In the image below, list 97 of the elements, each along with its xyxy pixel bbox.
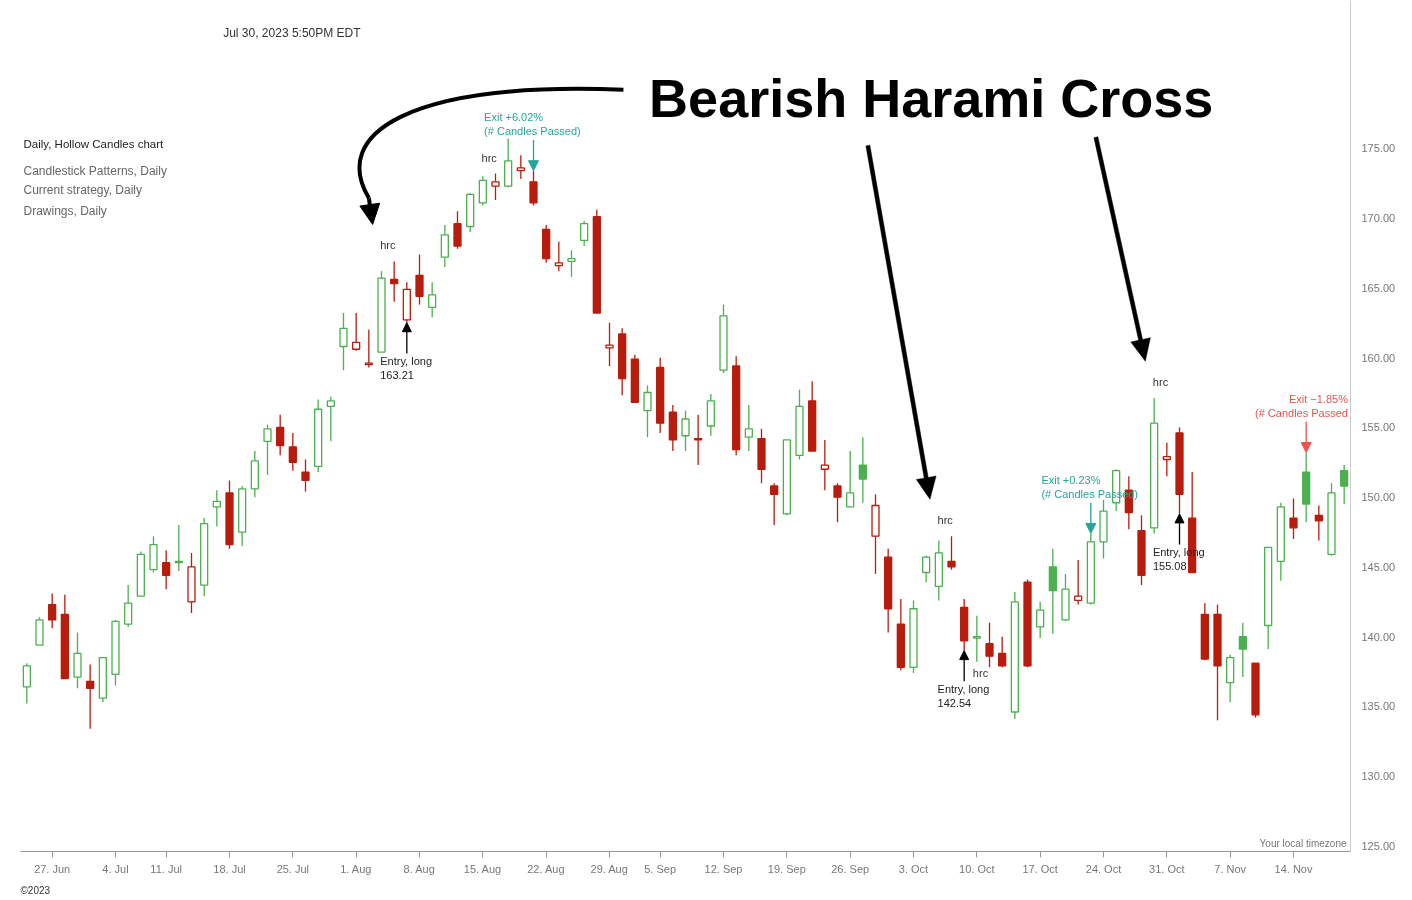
annotation: Candlestick Patterns, Daily	[23, 163, 167, 178]
annotation: hrc	[1152, 376, 1169, 389]
candlestick	[415, 253, 424, 306]
annotation: Daily, Hollow Candles chart	[23, 138, 165, 151]
x-tick-label: 18. Jul	[213, 862, 246, 875]
annotation: Your local timezone	[1259, 837, 1347, 849]
candlestick	[86, 663, 95, 730]
x-tick-label: 7. Nov	[1214, 862, 1247, 875]
candlestick	[985, 622, 994, 668]
annotation: Jul 30, 2023 5:50PM EDT	[223, 25, 362, 40]
candlestick	[998, 636, 1007, 668]
y-tick-label: 155.00	[1361, 421, 1396, 434]
x-tick-label: 22. Aug	[527, 862, 565, 875]
candlestick	[947, 535, 956, 571]
x-tick-label: 17. Oct	[1022, 862, 1058, 875]
y-tick-label: 140.00	[1361, 630, 1396, 643]
candlestick	[212, 489, 221, 528]
candlestick	[554, 241, 563, 272]
y-tick-label: 130.00	[1361, 770, 1396, 783]
candlestick	[820, 439, 829, 491]
annotation: hrc	[937, 514, 954, 527]
candlestick	[681, 410, 690, 452]
annotation: Exit −1.85% (# Candles Passed	[1255, 392, 1349, 420]
candlestick	[491, 172, 500, 201]
candlestick	[1162, 442, 1171, 477]
annotation: Entry, long 142.54	[937, 682, 990, 710]
candlestick	[1074, 559, 1083, 606]
annotation: hrc	[481, 151, 498, 164]
candlestick	[858, 436, 867, 504]
candlestick	[567, 249, 576, 278]
x-tick-label: 26. Sep	[831, 862, 870, 875]
x-tick-label: 24. Oct	[1085, 862, 1122, 875]
x-tick-label: 29. Aug	[590, 862, 628, 875]
x-tick-label: 8. Aug	[403, 862, 435, 875]
candlestick	[744, 404, 753, 452]
candlestick	[352, 312, 361, 352]
annotation: Exit +6.02% (# Candles Passed)	[484, 110, 581, 138]
candlestick	[73, 631, 82, 689]
candlestick	[1036, 601, 1045, 639]
candlestick	[326, 396, 335, 442]
x-tick-label: 15. Aug	[463, 862, 502, 875]
x-tick-label: 12. Sep	[704, 862, 743, 875]
y-tick-label: 170.00	[1361, 212, 1396, 225]
candlestick	[162, 549, 171, 590]
candlestick	[301, 458, 310, 493]
candlestick	[478, 175, 487, 207]
y-tick-label: 160.00	[1361, 351, 1396, 364]
y-tick-label: 165.00	[1361, 281, 1396, 294]
candlestick	[1340, 464, 1349, 505]
candlestick	[428, 281, 437, 318]
candlestick	[1238, 622, 1247, 678]
candlestick	[276, 414, 285, 456]
candlestick	[770, 482, 779, 526]
candlestick	[48, 592, 57, 629]
x-tick-label: 31. Oct	[1149, 862, 1185, 875]
x-tick-label: 10. Oct	[959, 862, 995, 875]
candlestick	[124, 584, 133, 628]
annotation: Current strategy, Daily	[23, 183, 142, 198]
candlestick	[440, 224, 449, 268]
candlestick	[833, 482, 842, 523]
candlestick	[453, 210, 462, 250]
annotation: Drawings, Daily	[23, 204, 107, 219]
candlestick	[390, 260, 399, 303]
y-tick-label: 175.00	[1361, 142, 1396, 155]
x-tick-label: 3. Oct	[898, 862, 929, 875]
candlestick	[580, 220, 589, 247]
candlestick	[516, 154, 525, 180]
annotation: hrc	[972, 666, 989, 679]
x-tick-label: 14. Nov	[1274, 862, 1313, 875]
y-tick-label: 135.00	[1361, 700, 1396, 713]
candlestick	[605, 322, 614, 367]
candlestick	[22, 662, 31, 705]
annotation: Entry, long 163.21	[380, 354, 433, 382]
y-tick-label: 150.00	[1361, 491, 1396, 504]
x-tick-label: 5. Sep	[644, 862, 677, 875]
candlestick	[263, 423, 272, 476]
candlestick	[846, 450, 855, 508]
text: Bearish Harami Cross	[649, 68, 1214, 129]
candlestick	[1289, 497, 1298, 540]
candlestick	[288, 432, 297, 472]
candlestick	[339, 312, 348, 371]
x-tick-label: 27. Jun	[34, 862, 71, 875]
x-tick-label: 4. Jul	[102, 862, 129, 875]
annotation: hrc	[380, 239, 396, 252]
text: ©2023	[20, 884, 51, 896]
x-tick-label: 11. Jul	[150, 862, 182, 875]
y-tick-label: 145.00	[1361, 560, 1396, 573]
x-tick-label: 25. Jul	[276, 862, 310, 875]
candlestick	[643, 384, 652, 438]
candlestick	[1048, 548, 1057, 635]
x-tick-label: 1. Aug	[340, 862, 372, 875]
candlestick	[1314, 504, 1323, 542]
candlestick	[694, 414, 703, 466]
candlestick	[922, 555, 931, 583]
candlestick	[972, 615, 981, 663]
y-tick-label: 125.00	[1361, 839, 1396, 852]
x-tick-label: 19. Sep	[767, 862, 806, 875]
